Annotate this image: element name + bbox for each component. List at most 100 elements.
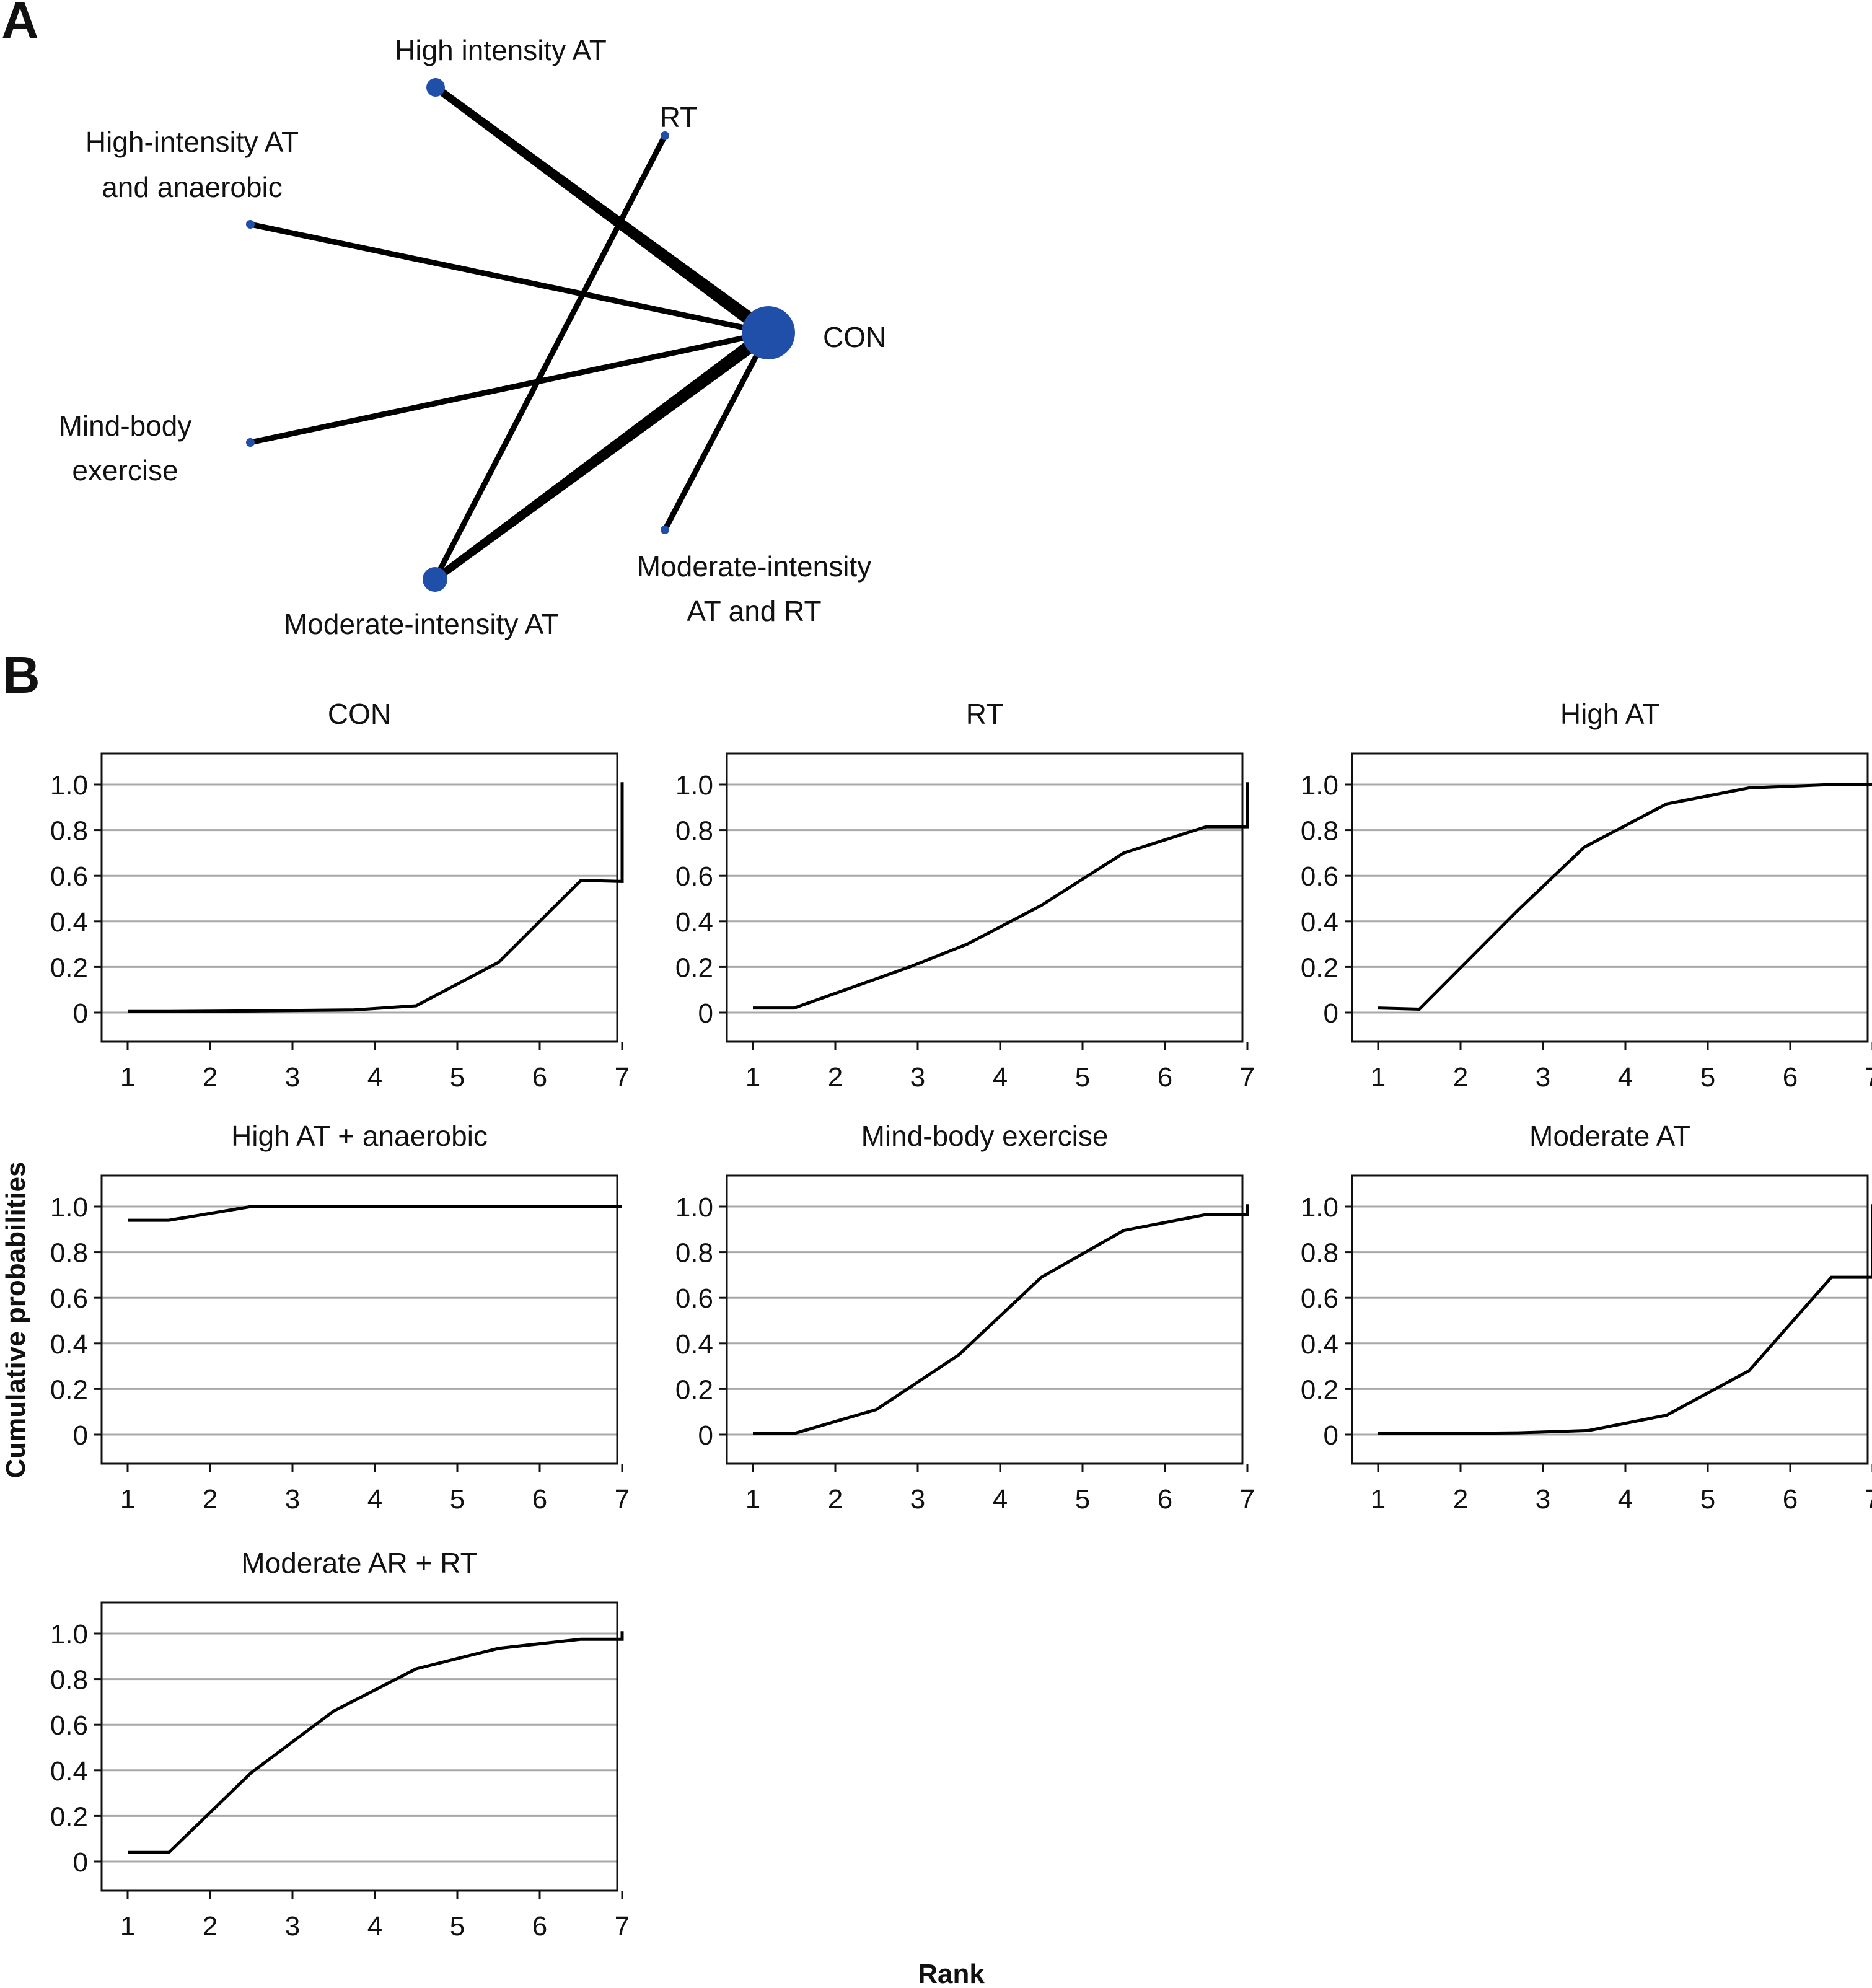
ranking-charts: CON 0 0.2 0.4 0.6 0.8 1.0 1 2 3 4 5 6 7 RT 0 0.2 0.4 0.6 0.…: [50, 698, 1872, 1942]
y-tick-label: 0: [698, 1420, 713, 1451]
ranking-chart-2: High AT 0 0.2 0.4 0.6 0.8 1.0 1 2 3 4 5 6 7: [1301, 698, 1872, 1093]
x-tick-label: 4: [1618, 1062, 1633, 1093]
y-tick-label: 0.4: [50, 907, 88, 938]
y-tick-label: 0.6: [675, 861, 713, 892]
network-node-moderate_at_rt: [661, 526, 669, 534]
y-tick-label: 0.8: [1301, 1238, 1338, 1269]
y-tick-label: 0.4: [675, 907, 713, 938]
network-edge-high_at_anaerobic-con: [250, 221, 769, 336]
y-tick-label: 0: [1324, 1420, 1338, 1451]
x-tick-label: 5: [1075, 1062, 1090, 1093]
chart-title: Moderate AR + RT: [241, 1547, 477, 1579]
x-tick-label: 4: [367, 1062, 382, 1093]
cumulative-rank-line: [753, 782, 1249, 1010]
network-node-rt: [661, 131, 669, 140]
network-node-label-moderate_at_rt: Moderate-intensity: [637, 550, 871, 583]
x-tick-label: 1: [745, 1484, 760, 1515]
x-tick-label: 1: [745, 1062, 760, 1093]
plot-frame: [100, 1174, 618, 1465]
x-tick-label: 3: [1536, 1484, 1550, 1515]
y-tick-label: 0.6: [50, 1710, 88, 1741]
x-tick-label: 4: [993, 1484, 1008, 1515]
y-tick-label: 0.4: [1301, 1329, 1338, 1360]
ranking-chart-1: RT 0 0.2 0.4 0.6 0.8 1.0 1 2 3 4 5 6 7: [675, 698, 1255, 1093]
y-tick-label: 0.6: [50, 1283, 88, 1314]
ranking-chart-0: CON 0 0.2 0.4 0.6 0.8 1.0 1 2 3 4 5 6 7: [50, 698, 630, 1093]
x-tick-label: 3: [285, 1062, 300, 1093]
x-tick-label: 2: [828, 1062, 843, 1093]
x-tick-label: 7: [615, 1062, 630, 1093]
x-tick-label: 7: [1240, 1062, 1255, 1093]
x-tick-label: 2: [203, 1484, 218, 1515]
x-tick-label: 7: [615, 1911, 630, 1942]
x-tick-label: 1: [1371, 1062, 1386, 1093]
y-tick-label: 0.6: [1301, 861, 1338, 892]
x-axis-title: Rank: [918, 1959, 985, 1988]
x-tick-label: 2: [203, 1062, 218, 1093]
network-node-label-high_at_anaerobic: and anaerobic: [102, 171, 283, 203]
x-tick-label: 6: [532, 1484, 547, 1515]
plot-frame: [100, 752, 618, 1043]
cumulative-rank-line: [128, 1631, 624, 1854]
x-tick-label: 3: [910, 1062, 925, 1093]
x-tick-label: 6: [532, 1911, 547, 1942]
y-tick-label: 0.8: [50, 1238, 88, 1269]
x-tick-label: 5: [1075, 1484, 1090, 1515]
y-tick-label: 0.2: [1301, 952, 1338, 983]
cumulative-rank-line: [1378, 783, 1872, 1011]
x-tick-label: 1: [1371, 1484, 1386, 1515]
y-tick-label: 0.6: [1301, 1283, 1338, 1314]
ranking-chart-5: Moderate AT 0 0.2 0.4 0.6 0.8 1.0 1 2 3 4 5 6 7: [1301, 1120, 1872, 1515]
y-tick-label: 1.0: [675, 1192, 713, 1223]
x-tick-label: 3: [285, 1911, 300, 1942]
y-tick-label: 0.8: [50, 1665, 88, 1696]
x-tick-label: 7: [615, 1484, 630, 1515]
cumulative-rank-line: [128, 1205, 622, 1222]
y-tick-label: 0.8: [50, 816, 88, 847]
y-axis-title: Cumulative probabilities: [1, 1162, 31, 1479]
network-plot: High intensity AT RT High-intensity AT and …: [59, 34, 887, 640]
network-node-label-mind_body: exercise: [72, 454, 178, 486]
cumulative-rank-line: [128, 782, 624, 1013]
network-node-label-moderate_at_rt: AT and RT: [687, 595, 821, 627]
network-nodes: [246, 78, 795, 592]
y-tick-label: 0.8: [1301, 816, 1338, 847]
x-tick-label: 5: [1700, 1062, 1715, 1093]
y-tick-label: 0.6: [50, 861, 88, 892]
y-tick-label: 0.2: [50, 1374, 88, 1405]
y-tick-label: 1.0: [1301, 1192, 1338, 1223]
y-tick-label: 1.0: [1301, 770, 1338, 801]
network-node-label-con: CON: [823, 321, 886, 353]
y-tick-label: 0.2: [675, 952, 713, 983]
network-node-label-mind_body: Mind-body: [59, 410, 192, 442]
x-tick-label: 6: [1158, 1062, 1172, 1093]
x-tick-label: 7: [1865, 1062, 1872, 1093]
y-tick-label: 0.4: [50, 1329, 88, 1360]
y-tick-label: 0.8: [675, 816, 713, 847]
network-node-label-high_at: High intensity AT: [395, 34, 607, 66]
chart-title: CON: [328, 698, 391, 730]
network-edge-high_at-con: [433, 84, 773, 338]
y-tick-label: 1.0: [50, 1619, 88, 1650]
x-tick-label: 4: [1618, 1484, 1633, 1515]
x-tick-label: 7: [1240, 1484, 1255, 1515]
y-tick-label: 0.2: [675, 1374, 713, 1405]
cumulative-rank-line: [1378, 1204, 1872, 1435]
chart-title: Mind-body exercise: [861, 1120, 1109, 1152]
network-node-high_at: [426, 78, 445, 97]
plot-frame: [726, 1174, 1244, 1465]
x-tick-label: 4: [367, 1484, 382, 1515]
x-tick-label: 6: [1783, 1484, 1798, 1515]
x-tick-label: 4: [993, 1062, 1008, 1093]
plot-frame: [1351, 752, 1869, 1043]
y-tick-label: 0: [73, 998, 88, 1029]
x-tick-label: 2: [828, 1484, 843, 1515]
x-tick-label: 6: [1158, 1484, 1172, 1515]
network-edges: [250, 84, 773, 583]
x-tick-label: 1: [120, 1062, 135, 1093]
x-tick-label: 2: [1453, 1484, 1468, 1515]
y-tick-label: 0.2: [1301, 1374, 1338, 1405]
ranking-chart-4: Mind-body exercise 0 0.2 0.4 0.6 0.8 1.0 1 2 3 4 5 6…: [675, 1120, 1255, 1515]
chart-title: RT: [966, 698, 1004, 730]
